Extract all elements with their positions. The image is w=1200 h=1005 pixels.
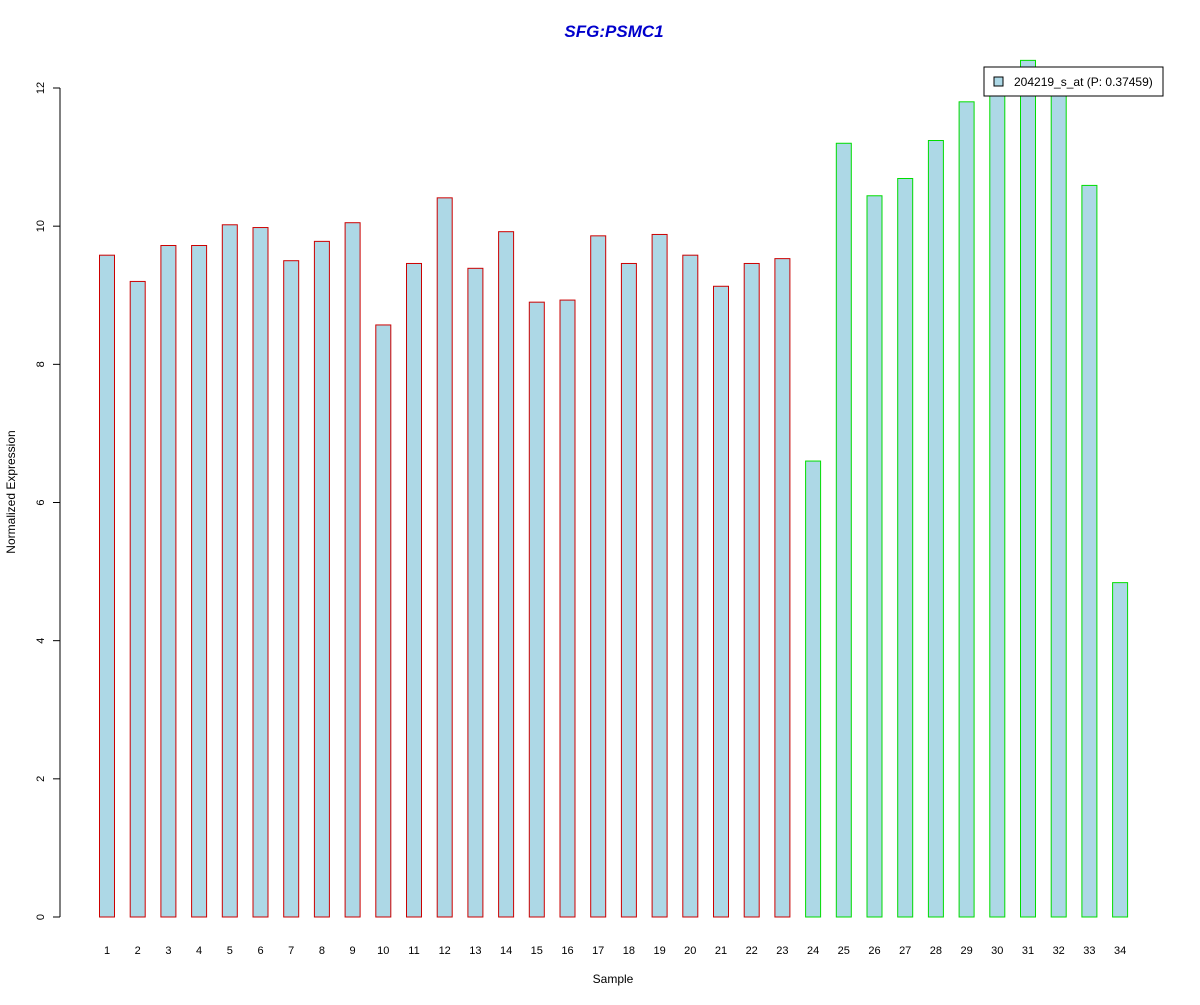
x-tick-label: 14 <box>500 945 512 957</box>
bar-sample-30 <box>989 91 1006 918</box>
x-tick-label: 18 <box>623 945 635 957</box>
x-tick-label: 33 <box>1083 945 1095 957</box>
x-tick-label: 17 <box>592 945 604 957</box>
bar-sample-1 <box>99 254 115 918</box>
bar-sample-16 <box>559 299 576 918</box>
x-tick-label: 24 <box>807 945 819 957</box>
bar-sample-5 <box>221 224 238 918</box>
bar-sample-33 <box>1081 184 1098 918</box>
bar-sample-18 <box>620 262 637 918</box>
x-tick-label: 28 <box>930 945 942 957</box>
x-tick-label: 6 <box>257 945 263 957</box>
x-tick-label: 9 <box>350 945 356 957</box>
bar-sample-12 <box>436 197 453 918</box>
bar-sample-3 <box>160 245 177 918</box>
y-tick-label: 6 <box>35 499 47 505</box>
x-tick-labels: 1 2 3 4 5 6 7 8 9 10 11 12 13 14 15 16 17 18 19 20 21 22 23 24 2… <box>104 945 1126 957</box>
bar-sample-32 <box>1050 91 1067 918</box>
bar-sample-9 <box>344 222 361 918</box>
y-tick-label: 2 <box>35 776 47 782</box>
x-tick-label: 13 <box>469 945 481 957</box>
x-tick-label: 7 <box>288 945 294 957</box>
x-tick-label: 10 <box>377 945 389 957</box>
bar-sample-25 <box>835 142 852 918</box>
legend-box <box>983 66 1164 97</box>
x-tick-label: 29 <box>960 945 972 957</box>
bar-sample-13 <box>467 267 484 918</box>
x-tick-label: 19 <box>653 945 665 957</box>
bar-sample-31 <box>1020 59 1036 918</box>
bar-sample-15 <box>528 301 545 918</box>
x-tick-label: 31 <box>1022 945 1034 957</box>
x-tick-label: 25 <box>838 945 850 957</box>
bar-sample-8 <box>313 240 330 918</box>
x-tick-label: 8 <box>319 945 325 957</box>
x-tick-label: 30 <box>991 945 1003 957</box>
y-axis-title: Normalized Expression <box>4 430 18 553</box>
bar-sample-28 <box>927 140 944 918</box>
x-tick-label: 27 <box>899 945 911 957</box>
x-tick-label: 26 <box>868 945 880 957</box>
legend-label: 204219_s_at (P: 0.37459) <box>1014 75 1153 89</box>
bars <box>99 59 1129 918</box>
x-tick-label: 32 <box>1053 945 1065 957</box>
bar-sample-10 <box>375 324 392 918</box>
bar-sample-34 <box>1112 582 1129 918</box>
bar-sample-22 <box>743 262 760 918</box>
x-tick-label: 15 <box>531 945 543 957</box>
x-tick-label: 11 <box>408 945 419 957</box>
x-tick-label: 12 <box>439 945 451 957</box>
x-tick-label: 1 <box>104 945 110 957</box>
x-tick-label: 5 <box>227 945 233 957</box>
bar-sample-29 <box>958 101 975 918</box>
x-tick-label: 4 <box>196 945 202 957</box>
bar-sample-19 <box>651 233 668 918</box>
x-axis-title: Sample <box>593 972 634 986</box>
y-tick-label: 8 <box>35 361 47 367</box>
x-tick-label: 16 <box>561 945 573 957</box>
bar-sample-11 <box>406 262 422 918</box>
x-tick-label: 21 <box>715 945 727 957</box>
bar-sample-27 <box>897 177 914 918</box>
x-tick-label: 20 <box>684 945 696 957</box>
bar-sample-21 <box>713 285 729 918</box>
y-axis: 0 2 4 6 8 10 12 <box>35 82 61 920</box>
bar-sample-23 <box>774 258 791 918</box>
y-tick-label: 4 <box>35 638 47 644</box>
x-tick-label: 2 <box>135 945 141 957</box>
x-tick-label: 34 <box>1114 945 1126 957</box>
bar-sample-2 <box>129 280 146 918</box>
y-tick-label: 0 <box>35 914 47 920</box>
y-tick-label: 12 <box>35 82 47 94</box>
x-tick-label: 23 <box>776 945 788 957</box>
y-tick-label: 10 <box>35 220 47 232</box>
bar-sample-4 <box>191 245 208 918</box>
bar-sample-6 <box>252 227 269 918</box>
bar-sample-24 <box>805 460 822 918</box>
bar-sample-26 <box>866 195 883 918</box>
legend: 204219_s_at (P: 0.37459) <box>983 66 1164 97</box>
chart-title: SFG:PSMC1 <box>564 22 663 41</box>
x-tick-label: 3 <box>165 945 171 957</box>
bar-sample-17 <box>590 235 607 918</box>
bar-sample-14 <box>498 231 515 918</box>
bar-sample-7 <box>283 260 300 918</box>
x-tick-label: 22 <box>746 945 758 957</box>
bar-sample-20 <box>682 254 699 918</box>
legend-swatch <box>993 76 1004 87</box>
